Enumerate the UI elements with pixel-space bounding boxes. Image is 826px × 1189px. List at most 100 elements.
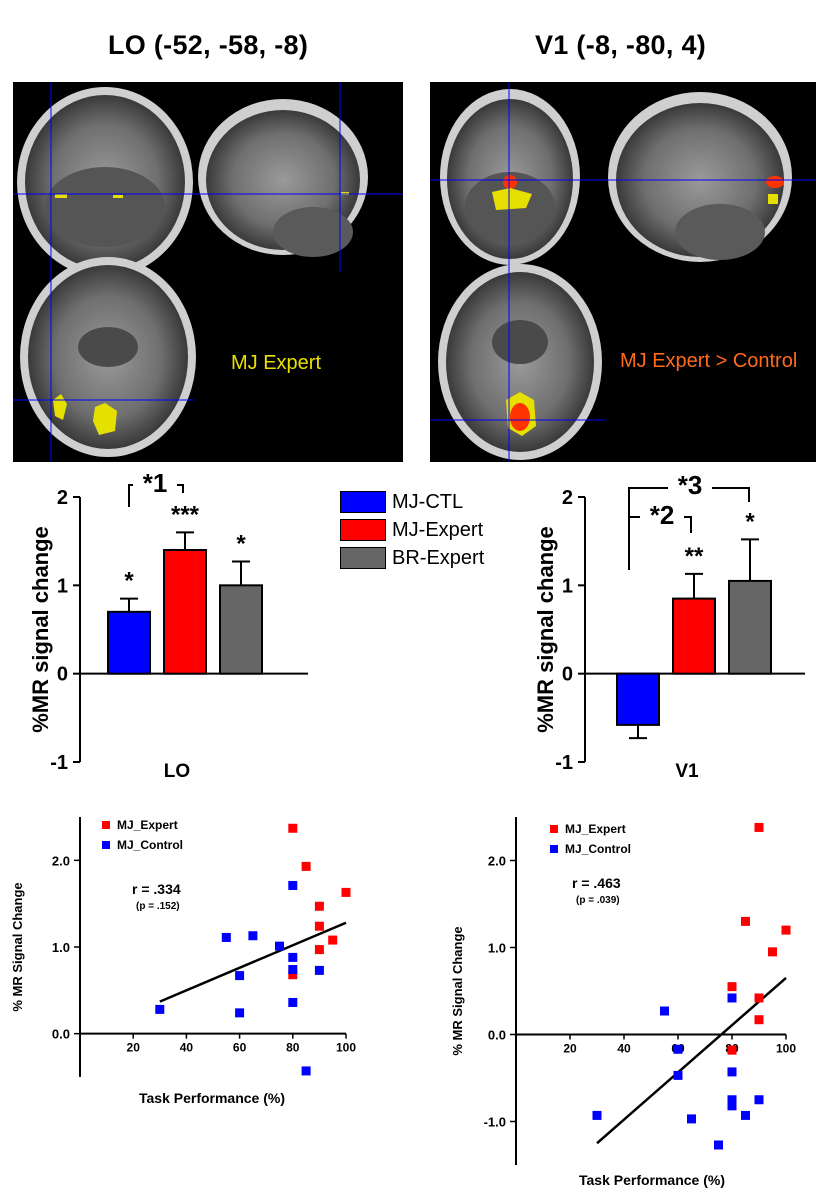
v1-contrast-label: MJ Expert > Control: [620, 350, 798, 372]
v1-axial-slice: [438, 264, 602, 460]
v1-comparison-3-label-bg: [668, 472, 712, 500]
lo-sagittal-slice: [198, 99, 368, 257]
legend-item-mj-expert: MJ-Expert: [340, 516, 484, 544]
lo-scatter-point-mj-control: [248, 931, 258, 941]
lo-scatter-point-mj-control: [288, 965, 298, 975]
lo-y-tick-label: 1: [57, 575, 68, 597]
lo-coronal-slice: [17, 87, 193, 277]
v1-scatter-y-tick-label: -1.0: [484, 1115, 506, 1130]
lo-scatter-point-mj-expert: [328, 935, 338, 945]
lo-bar-br-expert: [219, 584, 263, 675]
lo-scatter-point-mj-control: [301, 1066, 311, 1076]
v1-scatter-y-axis-label: % MR Signal Change: [450, 926, 465, 1055]
lo-scatter-x-tick-label: 20: [127, 1041, 141, 1055]
lo-scatter-chart: 20 40 60 80 100 0.0 1.0 2.0 % MR Signal Change Ta…: [10, 817, 356, 1106]
v1-scatter-r-value: r = .463: [572, 875, 621, 891]
legend-label-mj-ctl: MJ-CTL: [392, 490, 464, 513]
v1-scatter-fit-line: [596, 977, 787, 1145]
v1-scatter-point-mj-expert: [754, 993, 764, 1003]
lo-scatter-y-tick-label: 1.0: [52, 940, 70, 955]
v1-scatter-point-mj-expert: [781, 925, 791, 935]
lo-scatter-point-mj-expert: [314, 921, 324, 931]
v1-scatter-point-mj-control: [727, 1095, 737, 1105]
lo-scatter-point-mj-control: [235, 971, 245, 981]
v1-y-tick-label: 2: [562, 487, 573, 509]
lo-contrast-label: MJ Expert: [231, 352, 322, 374]
lo-scatter-point-mj-expert: [314, 945, 324, 955]
v1-panel-title: V1 (-8, -80, 4): [535, 30, 707, 60]
v1-scatter-legend-label-mj-expert: MJ_Expert: [565, 822, 626, 836]
v1-coronal-slice: [440, 89, 580, 265]
v1-scatter-point-mj-control: [741, 1110, 750, 1120]
v1-scatter-point-mj-expert: [754, 822, 764, 832]
lo-scatter-y-axis-label: % MR Signal Change: [10, 882, 25, 1011]
v1-bar-mj-ctl: [616, 672, 660, 726]
v1-scatter-point-mj-control: [660, 1006, 669, 1016]
lo-significance-marker: ***: [171, 501, 200, 528]
v1-scatter-point-mj-expert: [727, 982, 737, 992]
v1-y-tick-label: 0: [562, 664, 573, 686]
legend-label-br-expert: BR-Expert: [392, 546, 485, 569]
v1-scatter-legend-label-mj-control: MJ_Control: [565, 842, 631, 856]
lo-scatter-legend-marker-mj-control: [102, 841, 110, 849]
legend-swatch-mj-ctl: [340, 491, 386, 513]
v1-scatter-x-tick-label: 40: [617, 1042, 631, 1056]
lo-scatter-y-tick-label: 0.0: [52, 1027, 70, 1042]
lo-scatter-point-mj-control: [275, 941, 284, 951]
v1-y-axis-label: %MR signal change: [533, 526, 558, 733]
legend-item-mj-ctl: MJ-CTL: [340, 488, 484, 516]
v1-scatter-y-tick-label: 1.0: [488, 941, 506, 956]
lo-scatter-point-mj-expert: [341, 887, 351, 897]
lo-scatter-x-tick-label: 40: [180, 1041, 194, 1055]
v1-scatter-point-mj-expert: [727, 1045, 737, 1055]
v1-scatter-point-mj-control: [754, 1095, 764, 1105]
lo-x-axis-label: LO: [164, 761, 190, 782]
v1-bar-br-expert: [728, 579, 772, 675]
v1-comparison-2-label: *2: [650, 500, 675, 530]
lo-scatter-x-tick-label: 100: [336, 1041, 356, 1055]
v1-scatter-point-mj-control: [687, 1114, 696, 1124]
lo-scatter-point-mj-control: [155, 1004, 165, 1014]
lo-scatter-x-axis-label: Task Performance (%): [139, 1090, 285, 1106]
lo-scatter-fit-line: [159, 921, 347, 1003]
lo-significance-marker: *: [236, 530, 246, 557]
lo-axial-slice: [20, 257, 196, 457]
v1-crosshairs: [430, 82, 816, 462]
legend-item-br-expert: BR-Expert: [340, 544, 484, 572]
bar-legend: MJ-CTL MJ-Expert BR-Expert: [340, 488, 484, 572]
v1-y-tick-label: 1: [562, 575, 573, 597]
v1-y-tick-label: -1: [555, 752, 573, 774]
lo-scatter-x-tick-label: 80: [286, 1041, 300, 1055]
lo-scatter-x-tick-label: 60: [233, 1041, 247, 1055]
lo-scatter-p-value: (p = .152): [136, 901, 180, 912]
lo-brain-slices: [13, 82, 403, 462]
lo-y-tick-label: -1: [50, 752, 68, 774]
v1-brain-figure: MJ Expert > Control: [430, 82, 816, 462]
lo-comparison-1-label-bg: [133, 470, 177, 498]
lo-scatter-legend-marker-mj-expert: [102, 821, 110, 829]
v1-scatter-y-tick-label: 0.0: [488, 1028, 506, 1043]
v1-comparison-3-label: *3: [678, 470, 703, 500]
lo-scatter-point-mj-control: [288, 952, 298, 962]
v1-scatter-legend-marker-mj-expert: [550, 825, 558, 833]
lo-scatter-point-mj-control: [288, 880, 298, 890]
lo-y-tick-label: 0: [57, 664, 68, 686]
lo-crosshairs: [13, 82, 403, 462]
v1-sagittal-slice: [608, 92, 792, 262]
v1-scatter-point-mj-control: [727, 1067, 737, 1077]
v1-scatter-point-mj-control: [673, 1044, 683, 1054]
lo-panel-title: LO (-52, -58, -8): [108, 30, 309, 60]
v1-scatter-point-mj-control: [714, 1140, 723, 1150]
v1-scatter-point-mj-control: [673, 1070, 683, 1080]
lo-significance-marker: *: [124, 568, 134, 595]
v1-brain-slices: [430, 82, 816, 462]
lo-comparison-1-label: *1: [143, 470, 168, 498]
legend-swatch-mj-expert: [340, 519, 386, 541]
v1-scatter-point-mj-control: [727, 1101, 737, 1111]
lo-scatter-point-mj-control: [288, 997, 298, 1007]
v1-scatter-point-mj-expert: [741, 916, 750, 926]
v1-scatter-x-axis-label: Task Performance (%): [579, 1172, 725, 1188]
legend-label-mj-expert: MJ-Expert: [392, 518, 484, 541]
